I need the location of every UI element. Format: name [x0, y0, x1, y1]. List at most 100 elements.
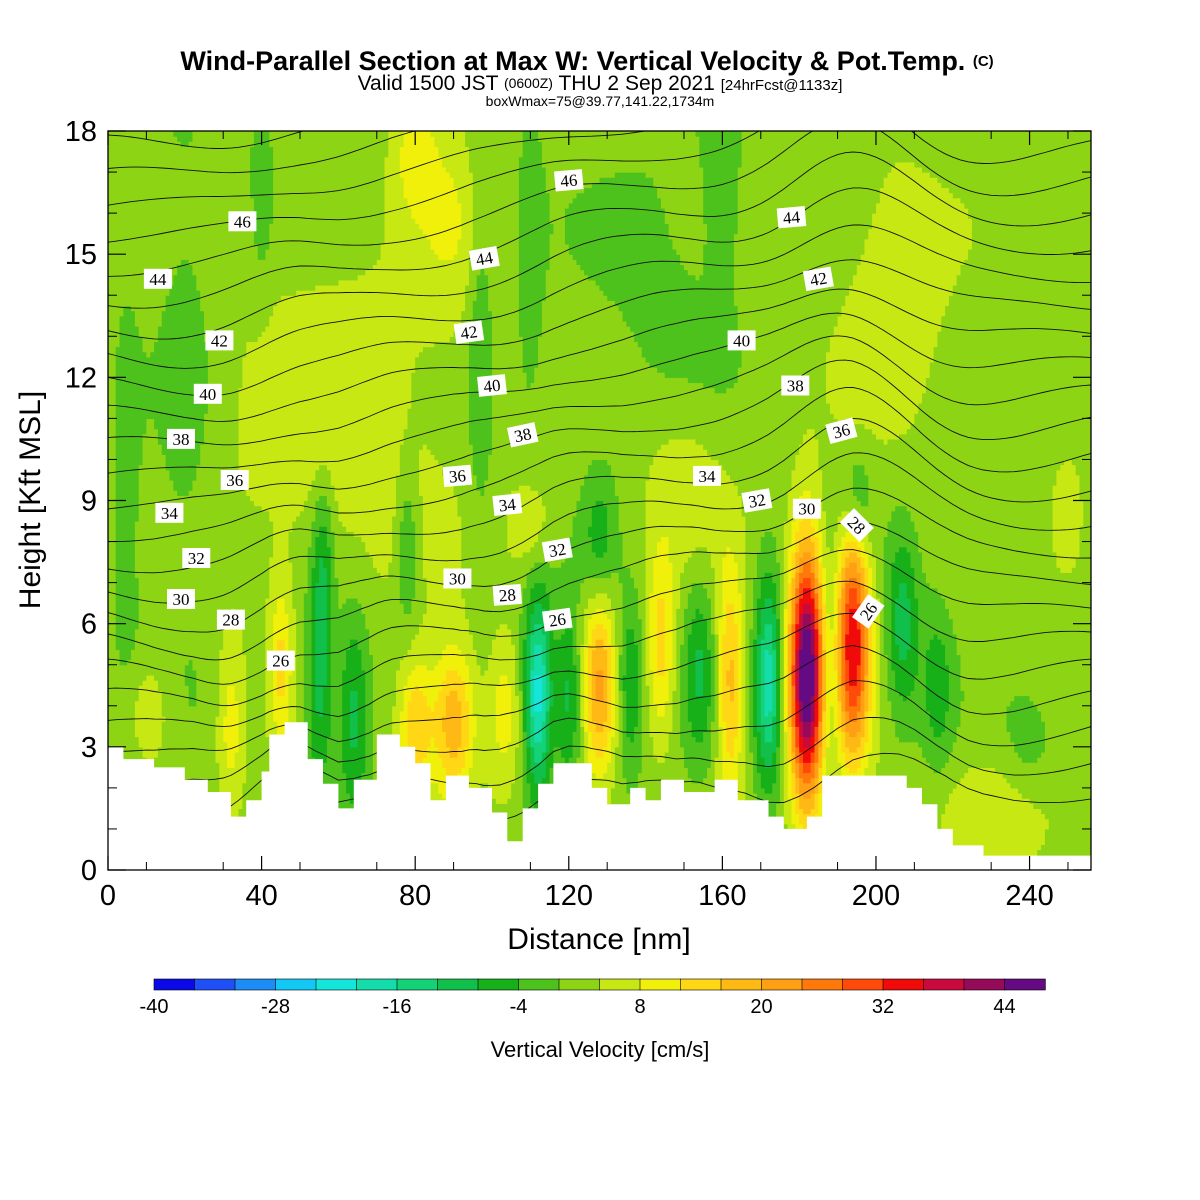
contour-label: 32 — [741, 488, 773, 513]
velocity-cell — [603, 613, 608, 630]
velocity-cell — [764, 598, 770, 625]
colorbar-swatch — [801, 978, 844, 991]
velocity-cell — [422, 613, 428, 666]
velocity-cell — [803, 562, 808, 579]
velocity-cell — [891, 166, 896, 440]
velocity-cell — [438, 464, 443, 661]
velocity-cell — [622, 131, 627, 173]
velocity-cell — [595, 623, 601, 640]
velocity-cell — [438, 131, 443, 158]
velocity-cell — [664, 444, 670, 538]
colorbar-swatch — [275, 978, 317, 991]
velocity-cell — [315, 284, 320, 471]
velocity-cell — [530, 772, 535, 804]
velocity-cell — [968, 767, 973, 870]
x-tick-label: 120 — [545, 880, 593, 912]
velocity-cell — [672, 249, 677, 378]
velocity-cell — [799, 700, 804, 722]
velocity-cell — [710, 459, 716, 568]
velocity-cell — [722, 633, 727, 722]
velocity-cell — [810, 541, 816, 558]
velocity-cell — [538, 710, 543, 743]
velocity-cell — [357, 274, 363, 538]
colorbar-swatch — [882, 978, 925, 991]
velocity-cell — [461, 598, 466, 656]
velocity-cell — [964, 772, 969, 870]
velocity-cell — [587, 731, 593, 763]
velocity-cell — [933, 177, 939, 348]
velocity-cell — [607, 300, 612, 466]
velocity-cell — [534, 644, 539, 676]
theta-contour-28 — [108, 580, 1091, 707]
velocity-cell — [200, 131, 205, 312]
velocity-cell — [872, 716, 877, 784]
velocity-cell — [273, 131, 278, 307]
velocity-cell — [668, 669, 674, 733]
velocity-cell — [407, 131, 412, 209]
velocity-cell — [691, 618, 697, 738]
velocity-cell — [829, 131, 835, 337]
velocity-cell — [695, 695, 700, 743]
velocity-cell — [634, 644, 639, 727]
velocity-cell — [234, 618, 240, 702]
velocity-cell — [495, 628, 501, 686]
theta-contour-37 — [108, 312, 1091, 446]
velocity-cell — [653, 367, 658, 455]
velocity-cell — [223, 623, 228, 717]
velocity-cell — [568, 254, 574, 538]
velocity-cell — [818, 131, 823, 471]
velocity-cell — [399, 659, 405, 712]
velocity-cell — [668, 377, 674, 440]
velocity-cell — [849, 551, 854, 563]
velocity-cell — [707, 387, 712, 455]
velocity-cell — [154, 428, 159, 681]
velocity-cell — [399, 131, 405, 147]
y-tick-label: 18 — [65, 116, 97, 148]
contour-label: 30 — [792, 498, 821, 519]
velocity-cell — [269, 131, 274, 147]
velocity-cell — [192, 131, 197, 276]
velocity-cell — [392, 515, 397, 707]
contour-label-text: 38 — [173, 430, 190, 449]
velocity-cell — [730, 603, 735, 661]
colorbar-label: Vertical Velocity [cm/s] — [491, 1037, 710, 1062]
velocity-cell — [691, 551, 697, 584]
velocity-cell — [833, 326, 839, 419]
velocity-cell — [311, 567, 316, 758]
velocity-cell — [1029, 131, 1034, 702]
velocity-cell — [580, 485, 585, 584]
velocity-cell — [457, 131, 462, 204]
velocity-cell — [315, 500, 320, 538]
velocity-cell — [868, 131, 873, 230]
velocity-cell — [895, 505, 900, 553]
velocity-cell — [227, 131, 232, 614]
velocity-cell — [303, 290, 309, 502]
velocity-cell — [849, 736, 854, 753]
velocity-cell — [403, 613, 409, 656]
velocity-cell — [772, 613, 777, 650]
velocity-cell — [695, 131, 700, 137]
velocity-cell — [760, 608, 766, 640]
contour-label: 30 — [167, 589, 195, 609]
velocity-cell — [795, 131, 800, 455]
velocity-cell — [1018, 131, 1023, 697]
velocity-cell — [849, 531, 854, 543]
velocity-cell — [707, 649, 712, 707]
contour-label-text: 26 — [272, 652, 289, 671]
colorbar-tick-label: -4 — [510, 996, 528, 1018]
velocity-cell — [507, 131, 512, 502]
velocity-cell — [468, 172, 474, 250]
velocity-cell — [422, 695, 428, 758]
velocity-cell — [987, 767, 992, 870]
velocity-cell — [730, 700, 735, 758]
velocity-cell — [1044, 818, 1050, 830]
velocity-cell — [545, 751, 551, 789]
velocity-cell — [849, 131, 854, 286]
velocity-cell — [849, 562, 854, 579]
velocity-cell — [599, 577, 604, 594]
velocity-cell — [511, 131, 516, 491]
velocity-cell — [899, 433, 904, 507]
velocity-cell — [315, 582, 320, 712]
velocity-cell — [323, 131, 328, 286]
contour-label: 44 — [468, 246, 500, 271]
